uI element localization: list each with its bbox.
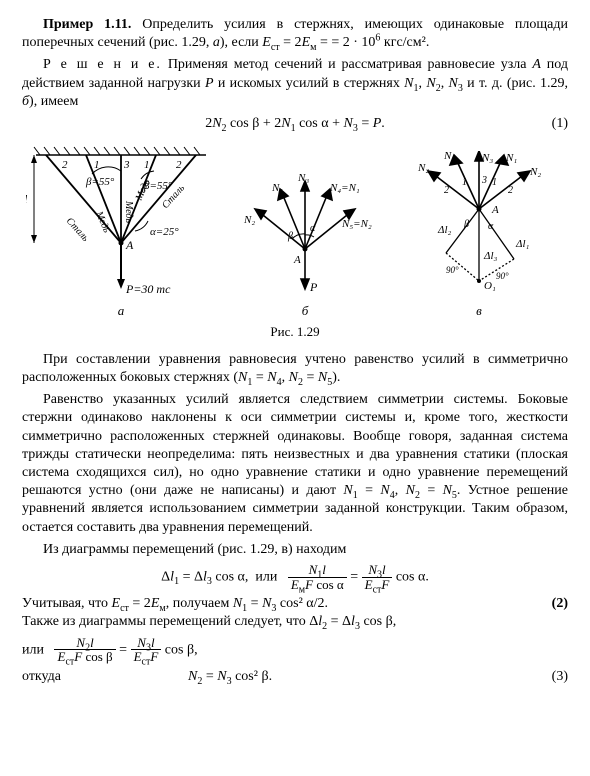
frac2-num: N3l xyxy=(362,563,393,578)
svg-text:β: β xyxy=(463,219,469,230)
svg-text:α: α xyxy=(310,223,316,234)
svg-text:β: β xyxy=(287,231,293,242)
svg-text:2: 2 xyxy=(176,159,182,171)
para-3: Равенство указанных усилий является след… xyxy=(22,391,568,537)
frac2-den: EстF xyxy=(362,578,393,592)
figure-b-svg: N₂ N₁ N₃ N₄=N₁ N₅=N₂ A α β P xyxy=(230,171,380,301)
svg-text:α: α xyxy=(488,221,494,232)
svg-text:α=25°: α=25° xyxy=(150,226,179,238)
figure-caption: Рис. 1.29 xyxy=(22,324,568,341)
line-6: или N2l EстF cos β = N3l EстF cos β, xyxy=(22,636,568,664)
para-4: Из диаграммы перемещений (рис. 1.29, в) … xyxy=(22,541,568,559)
eq1-num: (1) xyxy=(552,115,568,133)
solution-head: Р е ш е н и е. xyxy=(43,57,162,72)
frac-2: N3l EстF xyxy=(362,563,393,591)
figure-b: N₂ N₁ N₃ N₄=N₁ N₅=N₂ A α β P б xyxy=(230,171,380,320)
svg-text:Δl₂: Δl₂ xyxy=(437,224,452,236)
p7-pre: откуда xyxy=(22,669,61,684)
frac-3: N2l EстF cos β xyxy=(54,636,115,664)
svg-text:N₁: N₁ xyxy=(271,182,283,194)
svg-text:90°: 90° xyxy=(446,265,459,275)
svg-text:A: A xyxy=(125,238,134,252)
svg-text:N₂: N₂ xyxy=(417,162,429,174)
frac-1: N1l EмF cos α xyxy=(288,563,347,591)
eq2-num: (2) xyxy=(552,595,568,613)
svg-text:2: 2 xyxy=(508,185,513,196)
svg-text:N₃: N₃ xyxy=(297,172,309,184)
para-7: откуда N2 = N3 cos² β. (3) xyxy=(22,668,568,686)
svg-text:N₁: N₁ xyxy=(505,152,517,164)
svg-text:2: 2 xyxy=(62,159,68,171)
svg-text:A: A xyxy=(293,254,301,266)
solution-para-1: Р е ш е н и е. Применяя метод сечений и … xyxy=(22,56,568,111)
svg-text:Δl₃: Δl₃ xyxy=(483,250,498,262)
equation-2a: Δl1 = Δl3 cos α, или N1l EмF cos α = N3l… xyxy=(22,563,568,591)
svg-text:1: 1 xyxy=(492,177,497,188)
frac-4: N3l EстF xyxy=(131,636,162,664)
svg-text:3: 3 xyxy=(481,175,487,186)
figure-row: A P=30 тс 2 1 3 1 2 β=55° β=55° α=25° Ст… xyxy=(22,141,568,320)
frac3-den: EстF cos β xyxy=(54,650,115,664)
svg-text:l: l xyxy=(26,192,28,206)
svg-text:β=55°: β=55° xyxy=(85,176,115,188)
frac1-num: N1l xyxy=(288,563,347,578)
svg-text:1: 1 xyxy=(144,159,150,171)
svg-text:P=30 тс: P=30 тс xyxy=(125,282,171,296)
svg-text:O₁: O₁ xyxy=(484,280,496,292)
eq1-text: 2N2 cos β + 2N1 cos α + N3 = P. xyxy=(205,116,385,131)
frac4-num: N3l xyxy=(131,636,162,651)
fig-b-label: б xyxy=(230,303,380,320)
svg-text:Медь: Медь xyxy=(123,200,134,223)
example-label: Пример 1.11. xyxy=(43,17,131,32)
svg-text:P: P xyxy=(309,280,318,294)
svg-text:N₁: N₁ xyxy=(443,151,455,162)
para-2: При составлении уравнения равновесия учт… xyxy=(22,351,568,387)
svg-text:3: 3 xyxy=(123,159,130,171)
eq3-num: (3) xyxy=(552,668,568,686)
frac1-den: EмF cos α xyxy=(288,578,347,592)
svg-text:90°: 90° xyxy=(496,271,509,281)
figure-v-svg: N₂ N₁ N₃ N₁ N₂ 2 1 3 1 2 A O₁ Δl₂ xyxy=(394,151,564,301)
svg-text:N₂: N₂ xyxy=(243,214,255,226)
svg-text:A: A xyxy=(491,204,499,216)
fig-v-label: в xyxy=(394,303,564,320)
para-5: Учитывая, что Eст = 2Eм, получаем N1 = N… xyxy=(22,595,568,631)
svg-text:Δl₁: Δl₁ xyxy=(515,238,530,250)
svg-text:2: 2 xyxy=(444,185,449,196)
example-title: Пример 1.11. Определить усилия в стержня… xyxy=(22,16,568,52)
svg-text:Сталь: Сталь xyxy=(64,216,91,245)
equation-1: 2N2 cos β + 2N1 cos α + N3 = P. (1) xyxy=(22,115,568,133)
svg-text:1: 1 xyxy=(462,177,467,188)
figure-v: N₂ N₁ N₃ N₁ N₂ 2 1 3 1 2 A O₁ Δl₂ xyxy=(394,151,564,320)
frac3-num: N2l xyxy=(54,636,115,651)
figure-a: A P=30 тс 2 1 3 1 2 β=55° β=55° α=25° Ст… xyxy=(26,141,216,320)
svg-text:N₂: N₂ xyxy=(529,166,541,178)
fig-a-label: а xyxy=(26,303,216,320)
figure-a-svg: A P=30 тс 2 1 3 1 2 β=55° β=55° α=25° Ст… xyxy=(26,141,216,301)
svg-text:N₅=N₂: N₅=N₂ xyxy=(341,218,372,230)
svg-text:N₄=N₁: N₄=N₁ xyxy=(329,182,360,194)
frac4-den: EстF xyxy=(131,650,162,664)
svg-text:N₃: N₃ xyxy=(481,152,493,164)
